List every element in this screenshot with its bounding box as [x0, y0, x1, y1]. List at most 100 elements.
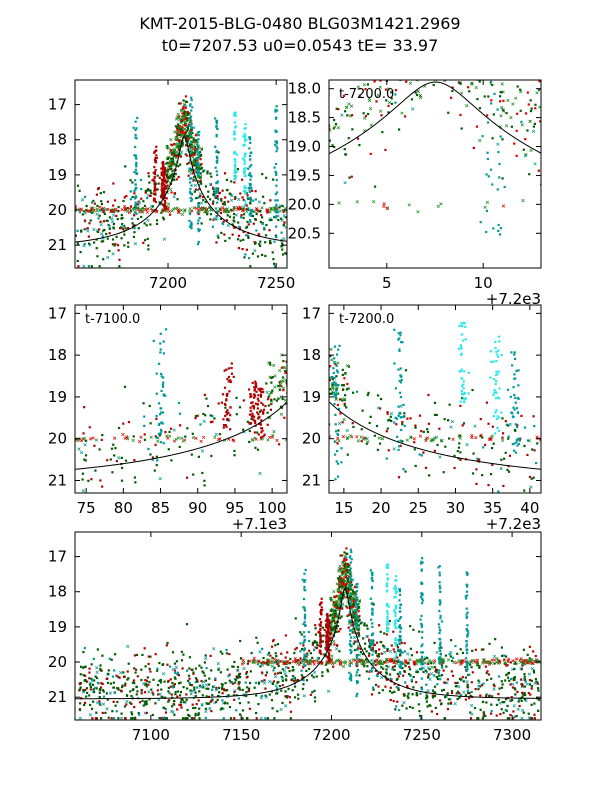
data-point	[129, 701, 132, 704]
data-point	[112, 686, 115, 689]
data-point	[519, 68, 522, 71]
data-point	[422, 670, 425, 674]
data-point	[117, 209, 120, 213]
data-point	[429, 672, 434, 676]
data-point	[393, 650, 396, 654]
data-point	[153, 166, 156, 169]
data-point	[161, 411, 165, 414]
data-point	[161, 696, 164, 699]
data-point	[84, 680, 87, 683]
data-point	[486, 670, 489, 673]
data-point	[315, 105, 317, 107]
data-point	[532, 671, 536, 674]
data-point	[135, 693, 138, 696]
data-point	[515, 407, 519, 410]
data-point	[275, 150, 278, 153]
data-point	[145, 702, 148, 706]
data-point	[376, 394, 380, 397]
data-point	[225, 393, 228, 396]
data-point	[514, 693, 517, 696]
data-point	[244, 681, 247, 684]
data-point	[133, 705, 136, 709]
data-point	[140, 197, 143, 200]
data-point	[171, 710, 175, 714]
data-point	[176, 708, 179, 711]
data-point	[190, 143, 193, 146]
y-tick-label: 18.5	[288, 109, 321, 127]
data-point	[189, 115, 193, 118]
data-point	[261, 195, 265, 198]
data-point	[192, 172, 195, 175]
data-point	[355, 664, 359, 668]
data-point	[249, 406, 252, 409]
data-point	[129, 198, 132, 201]
data-point	[349, 571, 353, 576]
data-point	[550, 121, 552, 123]
data-point	[209, 218, 212, 221]
data-point	[403, 412, 406, 415]
data-point	[232, 212, 236, 216]
data-point	[272, 262, 276, 265]
data-point	[194, 677, 198, 680]
data-point	[167, 690, 170, 693]
data-point	[333, 345, 336, 348]
data-point	[189, 136, 192, 139]
data-point	[557, 129, 559, 131]
data-point	[386, 649, 389, 652]
data-point	[380, 652, 383, 655]
data-point	[505, 34, 507, 36]
data-point	[285, 696, 288, 699]
data-point	[440, 646, 443, 649]
data-point	[164, 430, 167, 434]
data-point	[233, 681, 237, 684]
data-point	[134, 188, 137, 191]
data-point	[274, 162, 278, 166]
data-point	[318, 133, 321, 136]
data-point	[182, 686, 185, 689]
data-point	[185, 693, 188, 696]
data-point	[427, 675, 430, 678]
data-point	[409, 624, 412, 628]
data-point	[264, 404, 267, 408]
data-point	[492, 415, 495, 418]
data-point	[438, 427, 441, 430]
data-point	[481, 436, 484, 439]
data-point	[234, 213, 238, 217]
data-point	[513, 678, 516, 681]
data-point	[209, 654, 212, 657]
data-point	[130, 717, 133, 720]
data-point	[199, 153, 203, 157]
data-point	[194, 139, 198, 142]
data-point	[155, 455, 158, 458]
data-point	[171, 144, 174, 147]
data-point	[339, 601, 342, 604]
data-point	[154, 443, 157, 447]
data-point	[143, 204, 147, 207]
data-point	[334, 423, 337, 426]
data-point	[215, 160, 218, 163]
data-point	[249, 141, 252, 144]
data-point	[532, 125, 536, 128]
data-point	[249, 220, 252, 223]
data-point	[108, 691, 113, 695]
data-point	[110, 717, 113, 720]
data-point	[190, 689, 195, 693]
data-point	[202, 671, 205, 674]
data-point	[214, 145, 217, 148]
data-point	[495, 350, 498, 353]
data-point	[111, 243, 115, 246]
data-point	[337, 421, 342, 426]
data-point	[187, 674, 191, 677]
data-point	[365, 650, 368, 653]
data-point	[309, 652, 312, 655]
data-point	[120, 213, 123, 217]
data-point	[490, 703, 493, 706]
data-point	[180, 650, 184, 653]
data-point	[286, 651, 289, 654]
data-point	[332, 367, 335, 370]
data-point	[469, 703, 474, 708]
data-point	[196, 211, 199, 214]
figure-title-line-2: t0=7207.53 u0=0.0543 tE= 33.97	[161, 36, 439, 55]
data-point	[554, 97, 557, 100]
